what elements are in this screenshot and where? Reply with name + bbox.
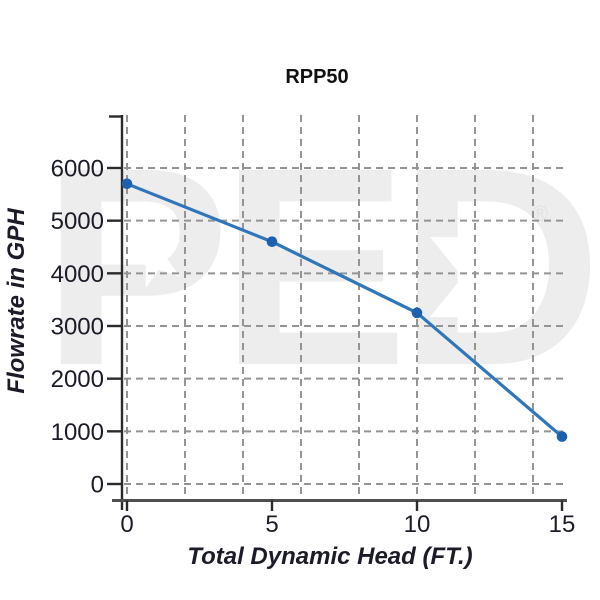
y-tick-label: 0 bbox=[91, 472, 104, 499]
y-axis-title: Flowrate in GPH bbox=[3, 208, 30, 394]
y-tick-label: 6000 bbox=[51, 156, 104, 183]
x-tick-label: 15 bbox=[549, 511, 576, 538]
data-point-marker bbox=[121, 178, 133, 190]
x-tick-label: 5 bbox=[265, 511, 278, 538]
y-tick-label: 2000 bbox=[51, 366, 104, 393]
x-axis-title: Total Dynamic Head (FT.) bbox=[187, 543, 473, 570]
y-tick-label: 4000 bbox=[51, 261, 104, 288]
data-point-marker bbox=[266, 236, 278, 248]
x-tick-label: 0 bbox=[120, 511, 133, 538]
data-point-marker bbox=[411, 307, 423, 319]
chart-title: RPP50 bbox=[285, 66, 349, 88]
y-tick-label: 3000 bbox=[51, 314, 104, 341]
x-tick-label: 10 bbox=[404, 511, 431, 538]
y-tick-label: 1000 bbox=[51, 419, 104, 446]
flow-curve bbox=[125, 182, 564, 439]
y-tick-label: 5000 bbox=[51, 208, 104, 235]
data-point-marker bbox=[556, 431, 568, 442]
